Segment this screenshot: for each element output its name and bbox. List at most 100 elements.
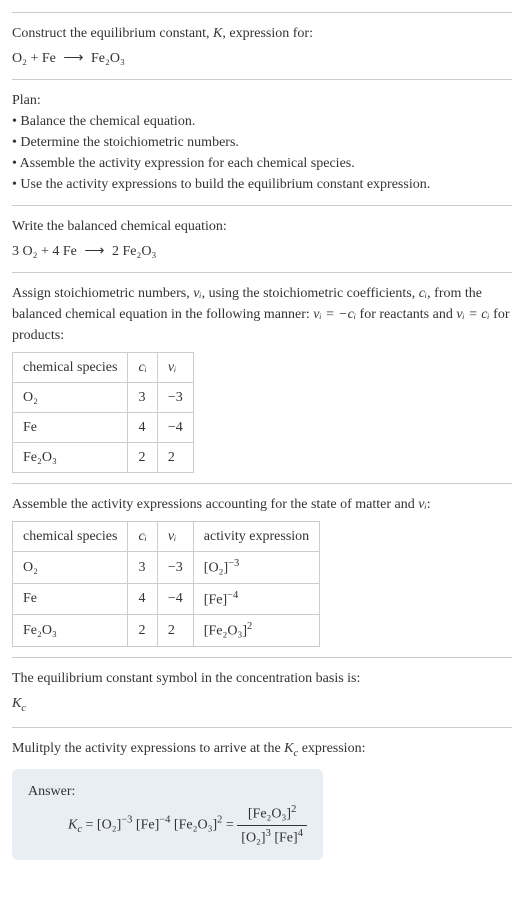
den1-exp: 3 — [266, 828, 271, 839]
expr-exp: −3 — [228, 558, 239, 569]
table-header: activity expression — [193, 522, 319, 552]
balanced-heading: Write the balanced chemical equation: — [12, 216, 512, 237]
table-header: chemical species — [13, 353, 128, 383]
table-cell: 2 — [128, 443, 157, 473]
term3-base: [Fe₂O₃] — [174, 817, 217, 832]
plan-item: Determine the stoichiometric numbers. — [12, 132, 512, 153]
activity-nu: νᵢ — [418, 497, 426, 512]
table-cell: 4 — [128, 413, 157, 443]
den2-exp: 4 — [298, 828, 303, 839]
answer-fraction: [Fe₂O₃]2[O₂]3 [Fe]4 — [237, 802, 307, 848]
term1-base: [O₂] — [97, 817, 121, 832]
intro-line1b: , expression for: — [222, 26, 313, 41]
table-row: Fe 4 −4 — [13, 413, 194, 443]
table-cell: [O₂]−3 — [193, 552, 319, 584]
expr-exp: 2 — [247, 621, 252, 632]
expr-base: [Fe₂O₃] — [204, 624, 247, 639]
term2-exp: −4 — [159, 815, 170, 826]
table-cell: 2 — [157, 615, 193, 647]
activity-text-a: Assemble the activity expressions accoun… — [12, 497, 418, 512]
answer-kc-base: K — [68, 817, 77, 832]
table-cell: [Fe]−4 — [193, 583, 319, 615]
plan-item: Balance the chemical equation. — [12, 111, 512, 132]
frac-den: [O₂]3 [Fe]4 — [237, 826, 307, 849]
plan-section: Plan: Balance the chemical equation. Det… — [12, 79, 512, 205]
table-header: νᵢ — [157, 353, 193, 383]
table-header: νᵢ — [157, 522, 193, 552]
table-header: cᵢ — [128, 353, 157, 383]
table-header: chemical species — [13, 522, 128, 552]
activity-section: Assemble the activity expressions accoun… — [12, 483, 512, 657]
table-cell: Fe — [13, 413, 128, 443]
table-row: Fe 4 −4 [Fe]−4 — [13, 583, 320, 615]
intro-K: K — [213, 26, 222, 41]
intro-section: Construct the equilibrium constant, K, e… — [12, 12, 512, 79]
stoich-section: Assign stoichiometric numbers, νᵢ, using… — [12, 272, 512, 483]
stoich-eq1: νᵢ = −cᵢ — [313, 307, 356, 322]
stoich-table: chemical species cᵢ νᵢ O₂ 3 −3 Fe 4 −4 F… — [12, 352, 194, 473]
table-cell: 2 — [128, 615, 157, 647]
intro-text: Construct the equilibrium constant, K, e… — [12, 23, 512, 44]
table-cell: −3 — [157, 383, 193, 413]
activity-text: Assemble the activity expressions accoun… — [12, 494, 512, 515]
answer-box: Answer: Kc = [O₂]−3 [Fe]−4 [Fe₂O₃]2 = [F… — [12, 769, 323, 860]
balanced-lhs: 3 O₂ + 4 Fe — [12, 244, 77, 259]
table-row: Fe₂O₃ 2 2 — [13, 443, 194, 473]
table-header: cᵢ — [128, 522, 157, 552]
num-base: [Fe₂O₃] — [248, 807, 291, 822]
stoich-eq2: νᵢ = cᵢ — [456, 307, 489, 322]
stoich-text-d: for reactants and — [356, 307, 456, 322]
table-cell: −4 — [157, 583, 193, 615]
multiply-text: Mulitply the activity expressions to arr… — [12, 738, 512, 762]
table-cell: Fe₂O₃ — [13, 615, 128, 647]
table-header-row: chemical species cᵢ νᵢ activity expressi… — [13, 522, 320, 552]
stoich-text: Assign stoichiometric numbers, νᵢ, using… — [12, 283, 512, 346]
table-row: Fe₂O₃ 2 2 [Fe₂O₃]2 — [13, 615, 320, 647]
table-row: O₂ 3 −3 [O₂]−3 — [13, 552, 320, 584]
table-cell: Fe — [13, 583, 128, 615]
table-cell: [Fe₂O₃]2 — [193, 615, 319, 647]
table-cell: 3 — [128, 383, 157, 413]
stoich-text-b: , using the stoichiometric coefficients, — [202, 286, 419, 301]
table-cell: 2 — [157, 443, 193, 473]
stoich-nu: νᵢ — [193, 286, 201, 301]
answer-eq: = — [82, 817, 97, 832]
balanced-section: Write the balanced chemical equation: 3 … — [12, 205, 512, 272]
balanced-arrow: ⟶ — [80, 244, 108, 259]
intro-arrow: ⟶ — [59, 51, 87, 66]
answer-equation: Kc = [O₂]−3 [Fe]−4 [Fe₂O₃]2 = [Fe₂O₃]2[O… — [28, 802, 307, 848]
table-cell: Fe₂O₃ — [13, 443, 128, 473]
multiply-text-a: Mulitply the activity expressions to arr… — [12, 741, 284, 756]
plan-item: Use the activity expressions to build th… — [12, 174, 512, 195]
activity-table: chemical species cᵢ νᵢ activity expressi… — [12, 521, 320, 647]
table-cell: O₂ — [13, 552, 128, 584]
answer-label: Answer: — [28, 781, 307, 802]
table-cell: O₂ — [13, 383, 128, 413]
multiply-section: Mulitply the activity expressions to arr… — [12, 727, 512, 871]
table-cell: 3 — [128, 552, 157, 584]
intro-products: Fe₂O₃ — [91, 51, 125, 66]
stoich-text-a: Assign stoichiometric numbers, — [12, 286, 193, 301]
table-cell: 4 — [128, 583, 157, 615]
kc-sub: c — [21, 703, 26, 714]
table-header-row: chemical species cᵢ νᵢ — [13, 353, 194, 383]
frac-num: [Fe₂O₃]2 — [237, 802, 307, 826]
expr-exp: −4 — [227, 590, 238, 601]
activity-text-b: : — [427, 497, 431, 512]
symbol-kc: Kc — [12, 693, 512, 717]
plan-list: Balance the chemical equation. Determine… — [12, 111, 512, 195]
stoich-c: cᵢ — [419, 286, 427, 301]
symbol-section: The equilibrium constant symbol in the c… — [12, 657, 512, 727]
symbol-text: The equilibrium constant symbol in the c… — [12, 668, 512, 689]
multiply-text-b: expression: — [298, 741, 365, 756]
intro-line1: Construct the equilibrium constant, — [12, 26, 213, 41]
kc-base: K — [12, 696, 21, 711]
term1-exp: −3 — [121, 815, 132, 826]
num-exp: 2 — [291, 804, 296, 815]
balanced-equation: 3 O₂ + 4 Fe ⟶ 2 Fe₂O₃ — [12, 241, 512, 262]
plan-heading: Plan: — [12, 90, 512, 111]
multiply-kc-base: K — [284, 741, 293, 756]
den1-base: [O₂] — [241, 830, 265, 845]
intro-reactants: O₂ + Fe — [12, 51, 56, 66]
expr-base: [Fe] — [204, 592, 227, 607]
